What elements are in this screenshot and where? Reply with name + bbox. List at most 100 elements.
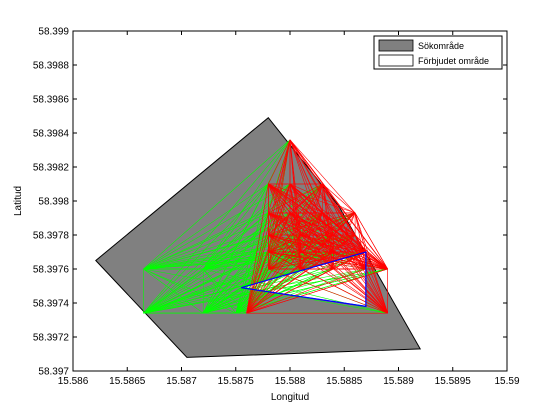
- red-connection-line: [268, 251, 366, 270]
- green-connection-line: [235, 139, 291, 314]
- y-tick-label: 58.3986: [33, 95, 70, 106]
- red-connection-line: [354, 234, 367, 253]
- legend-label-search-area: Sökområde: [418, 41, 464, 51]
- green-connection-line: [203, 234, 269, 270]
- x-axis: 15.586 15.5865 15.587 15.5875 15.588 15.5885 1…: [58, 31, 520, 387]
- red-connection-line: [246, 212, 269, 314]
- red-connection-line: [322, 212, 334, 253]
- red-connection-line: [289, 183, 388, 314]
- y-tick-label: 58.397: [38, 367, 69, 378]
- y-tick-label: 58.3982: [33, 163, 70, 174]
- y-axis-label: Latitud: [13, 186, 24, 216]
- y-tick-label: 58.398: [38, 197, 69, 208]
- red-connection-line: [333, 268, 388, 314]
- green-connection-line: [235, 212, 269, 314]
- red-connection-line: [268, 183, 323, 270]
- green-connection-line: [143, 139, 291, 314]
- y-tick-label: 58.3984: [33, 129, 70, 140]
- data-layer: [95, 116, 422, 358]
- red-connection-line: [365, 268, 388, 314]
- green-connection-line: [235, 251, 269, 314]
- red-connection-line: [300, 183, 323, 236]
- green-connection-line: [202, 212, 269, 314]
- green-connection-line: [235, 183, 269, 314]
- red-connection-line: [333, 234, 367, 253]
- red-connection-line: [354, 234, 388, 270]
- red-connection-line: [268, 212, 323, 236]
- red-connection-line: [322, 212, 388, 270]
- green-connection-line: [202, 268, 247, 314]
- red-connection-line: [322, 212, 334, 236]
- red-connection-line: [246, 183, 269, 314]
- green-connection-line: [143, 268, 269, 314]
- red-connection-line: [300, 251, 388, 270]
- green-connection-line: [202, 183, 269, 270]
- forbidden-area-outline: [241, 251, 367, 308]
- red-connection-line: [322, 212, 356, 236]
- green-connection-line: [143, 139, 291, 270]
- green-connection-line: [203, 251, 269, 270]
- red-connection-line: [268, 251, 302, 270]
- red-connection-line: [365, 251, 388, 270]
- red-connection-line: [322, 183, 356, 214]
- green-connection-line: [143, 212, 269, 270]
- red-connection-line: [268, 139, 291, 185]
- legend-swatch-search-area: [378, 39, 414, 52]
- red-connection-line: [333, 251, 388, 270]
- red-connection-line: [246, 268, 302, 314]
- green-connection-line: [143, 212, 269, 314]
- green-connection-line: [203, 268, 388, 314]
- red-connection-line: [300, 268, 388, 314]
- red-connection-line: [246, 268, 334, 314]
- red-connection-line: [268, 212, 323, 253]
- green-connection-line: [143, 251, 269, 314]
- legend-swatch-forbidden-area: [378, 54, 414, 67]
- green-connection-line: [202, 183, 291, 314]
- red-connection-line: [246, 251, 334, 314]
- x-tick-label: 15.588: [275, 376, 306, 387]
- red-connection-line: [354, 212, 367, 253]
- green-connection-line: [143, 212, 291, 314]
- red-connection-line: [246, 212, 323, 314]
- red-connection-line: [246, 234, 302, 314]
- y-axis: 58.397 58.3972 58.3974 58.3976 58.3978 58.398…: [33, 27, 507, 378]
- x-tick-label: 15.5885: [326, 376, 363, 387]
- x-tick-label: 15.586: [58, 376, 89, 387]
- red-connection-line: [268, 212, 302, 253]
- red-connection-line: [246, 234, 269, 314]
- y-tick-label: 58.3978: [33, 231, 70, 242]
- red-connection-line: [268, 183, 356, 214]
- red-connection-line: [268, 251, 388, 270]
- red-connection-line: [268, 183, 291, 214]
- red-connection-line: [246, 268, 367, 314]
- red-connection-line: [268, 183, 323, 214]
- red-connection-line: [333, 234, 388, 314]
- x-tick-label: 15.5875: [218, 376, 255, 387]
- x-tick-label: 15.589: [383, 376, 414, 387]
- red-connection-line: [268, 139, 291, 213]
- legend-label-forbidden-area: Förbjudet område: [418, 56, 489, 66]
- x-tick-label: 15.5865: [109, 376, 146, 387]
- y-tick-label: 58.3988: [33, 61, 70, 72]
- red-connection-line: [289, 139, 334, 236]
- red-connection-line: [289, 139, 302, 270]
- green-connection-line: [143, 183, 269, 270]
- green-connection-line: [143, 183, 269, 314]
- red-connection-line: [300, 234, 388, 314]
- green-connection-line: [202, 183, 269, 314]
- red-connection-line: [246, 268, 388, 314]
- green-connection-line: [235, 251, 302, 314]
- red-connection-line: [322, 183, 334, 270]
- legend: Sökområde Förbjudet område: [373, 35, 503, 70]
- red-connection-line: [268, 212, 302, 236]
- red-connection-line: [354, 212, 388, 270]
- green-connection-line: [235, 268, 302, 314]
- red-connection-line: [365, 251, 388, 314]
- red-connection-line: [289, 139, 356, 214]
- red-connection-line: [268, 234, 302, 253]
- green-connection-line: [203, 268, 269, 314]
- x-tick-label: 15.5895: [435, 376, 472, 387]
- green-connection-line: [143, 268, 236, 314]
- red-connection-line: [268, 268, 388, 314]
